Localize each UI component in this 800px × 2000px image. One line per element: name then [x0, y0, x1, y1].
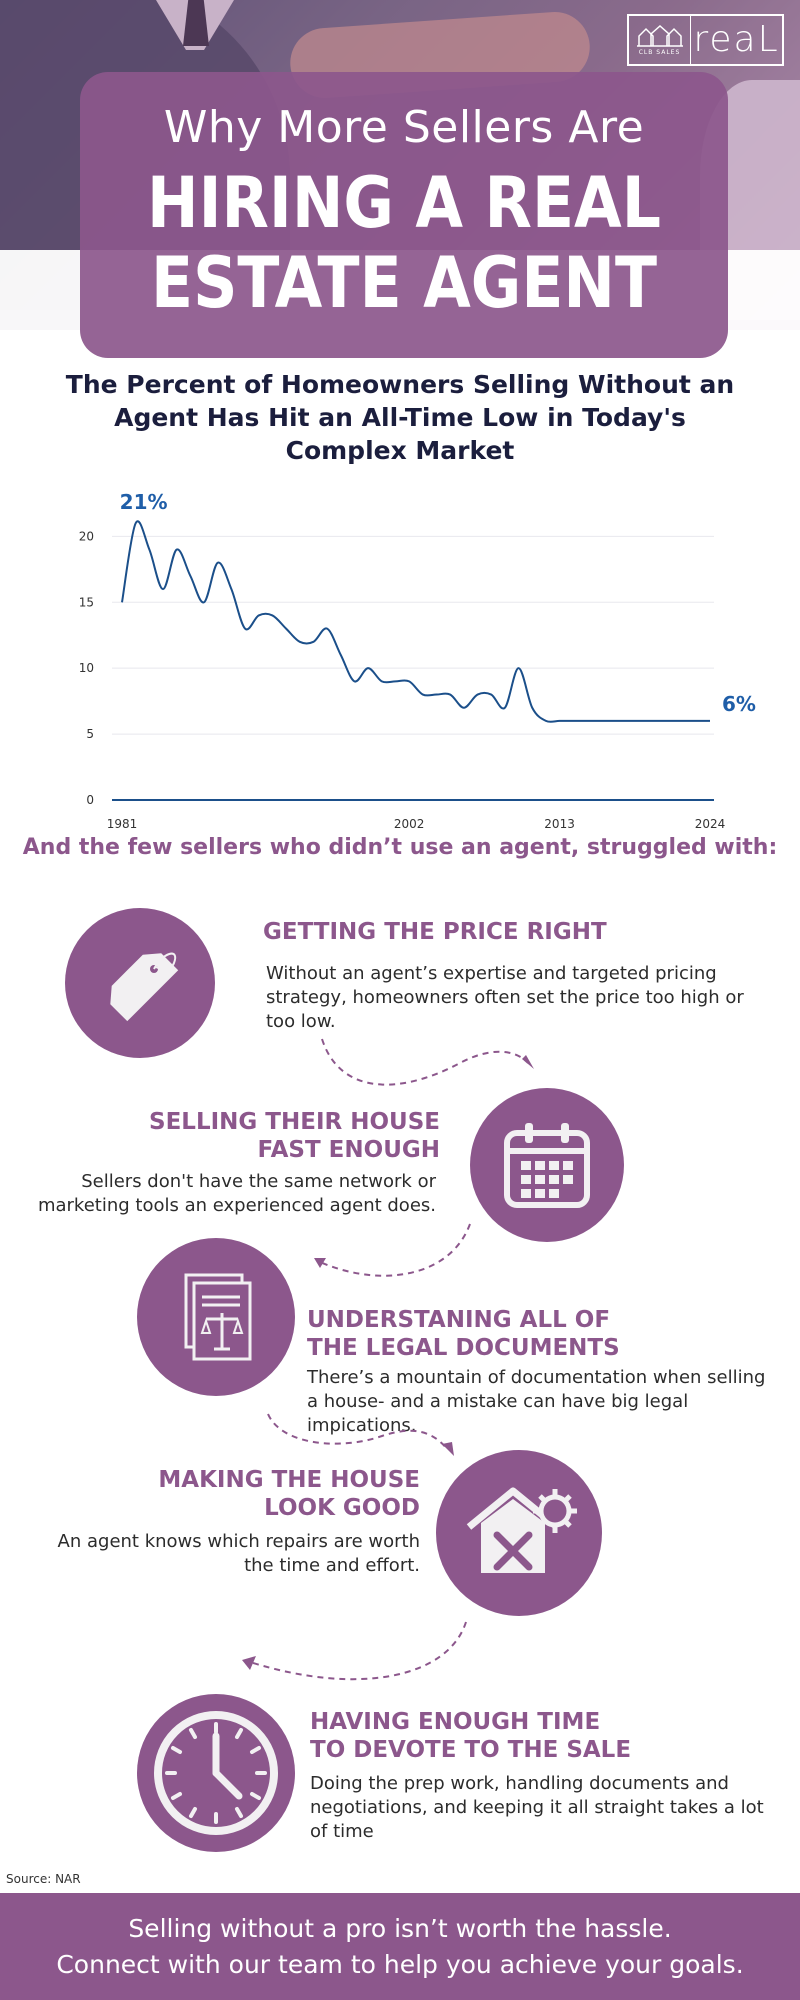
footer-cta[interactable]: Selling without a pro isn’t worth the ha…: [0, 1893, 800, 2000]
dashed-arrow-4: [242, 1621, 467, 1681]
struggle-desc-4: An agent knows which repairs are worth t…: [57, 1531, 420, 1576]
struggle-icon-circle-4: [436, 1450, 602, 1616]
price-tag-icon: [110, 952, 179, 1022]
struggle-desc-1: Without an agent’s expertise and targete…: [266, 963, 744, 1032]
y-tick-label: 10: [79, 661, 94, 675]
y-tick-label: 20: [79, 529, 94, 543]
struggle-title-1: GETTING THE PRICE RIGHT: [263, 919, 607, 945]
footer-line1: Selling without a pro isn’t worth the ha…: [128, 1914, 672, 1943]
dashed-arrow-2: [314, 1223, 471, 1277]
data-label-max: 21%: [120, 490, 168, 514]
calendar-icon: [504, 1123, 590, 1208]
clock-icon: [154, 1711, 278, 1835]
struggle-desc-2: Sellers don't have the same network or m…: [37, 1171, 436, 1216]
struggle-title-5-line2: TO DEVOTE TO THE SALE: [310, 1737, 632, 1763]
x-tick-label: 2013: [544, 817, 575, 831]
struggle-title-3-line1: UNDERSTANING ALL OF: [307, 1307, 611, 1333]
title-card: Why More Sellers Are HIRING A REAL ESTAT…: [80, 72, 728, 358]
struggle-title-4: MAKING THE HOUSE LOOK GOOD: [60, 1466, 420, 1522]
x-tick-label: 2002: [394, 817, 425, 831]
series-line: [121, 520, 710, 723]
struggle-title-3-line2: THE LEGAL DOCUMENTS: [307, 1335, 620, 1361]
logo-wordmark: reaL: [693, 19, 780, 60]
logo-house-mark: CLB SALES: [629, 16, 691, 64]
brand-logo[interactable]: CLB SALES reaL: [627, 14, 784, 66]
chart-svg: 0 5 10 15 20 1981 2002 2013 2024 21% 6%: [79, 490, 756, 831]
y-tick-label: 0: [86, 793, 94, 807]
footer-line2: Connect with our team to help you achiev…: [56, 1950, 744, 1979]
struggle-desc-5: Doing the prep work, handling documents …: [310, 1773, 764, 1842]
dashed-arrow-3: [267, 1413, 454, 1456]
x-tick-label: 1981: [107, 817, 138, 831]
struggle-title-3: UNDERSTANING ALL OF THE LEGAL DOCUMENTS: [307, 1306, 767, 1362]
struggle-title-4-line1: MAKING THE HOUSE: [158, 1467, 420, 1493]
legal-document-icon: [184, 1273, 252, 1361]
title-pre: Why More Sellers Are: [163, 102, 645, 153]
page-title-line1: HIRING A REAL: [147, 162, 661, 244]
struggles-heading: And the few sellers who didn’t use an ag…: [22, 835, 778, 860]
struggle-title-5-line1: HAVING ENOUGH TIME: [310, 1709, 601, 1735]
data-label-last: 6%: [722, 692, 756, 716]
struggle-title-2-line1: SELLING THEIR HOUSE: [149, 1109, 440, 1135]
line-chart: 0 5 10 15 20 1981 2002 2013 2024 21% 6%: [50, 490, 760, 831]
page-title: HIRING A REAL ESTATE AGENT: [119, 163, 689, 323]
struggle-icon-circle-5: [137, 1694, 295, 1852]
struggle-title-2-line2: FAST ENOUGH: [257, 1137, 440, 1163]
y-tick-label: 5: [86, 727, 94, 741]
chart-heading: The Percent of Homeowners Selling Withou…: [65, 370, 735, 465]
struggle-icon-circle-3: [137, 1238, 295, 1396]
dashed-arrow-1: [321, 1038, 534, 1086]
houses-icon: [636, 24, 683, 47]
struggle-desc-3: There’s a mountain of documentation when…: [307, 1367, 766, 1436]
struggle-title-4-line2: LOOK GOOD: [264, 1495, 420, 1521]
x-tick-label: 2024: [695, 817, 726, 831]
struggle-icon-circle-1: [65, 908, 215, 1058]
logo-small-text: CLB SALES: [638, 48, 681, 56]
y-tick-label: 15: [79, 595, 94, 609]
struggle-title-2: SELLING THEIR HOUSE FAST ENOUGH: [40, 1108, 440, 1164]
source-note: Source: NAR: [6, 1872, 81, 1886]
house-repair-icon: [466, 1487, 577, 1573]
struggle-title-5: HAVING ENOUGH TIME TO DEVOTE TO THE SALE: [310, 1708, 780, 1764]
page-title-line2: ESTATE AGENT: [150, 242, 657, 324]
struggle-icon-circle-2: [470, 1088, 624, 1242]
